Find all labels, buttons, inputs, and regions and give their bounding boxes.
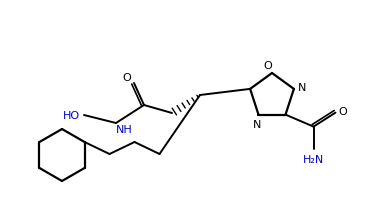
Text: N: N <box>298 82 306 92</box>
Text: H₂N: H₂N <box>303 154 324 164</box>
Text: N: N <box>253 119 262 129</box>
Text: NH: NH <box>116 124 133 134</box>
Text: O: O <box>123 73 131 83</box>
Text: HO: HO <box>63 110 80 120</box>
Text: O: O <box>338 106 347 116</box>
Text: O: O <box>264 61 272 71</box>
